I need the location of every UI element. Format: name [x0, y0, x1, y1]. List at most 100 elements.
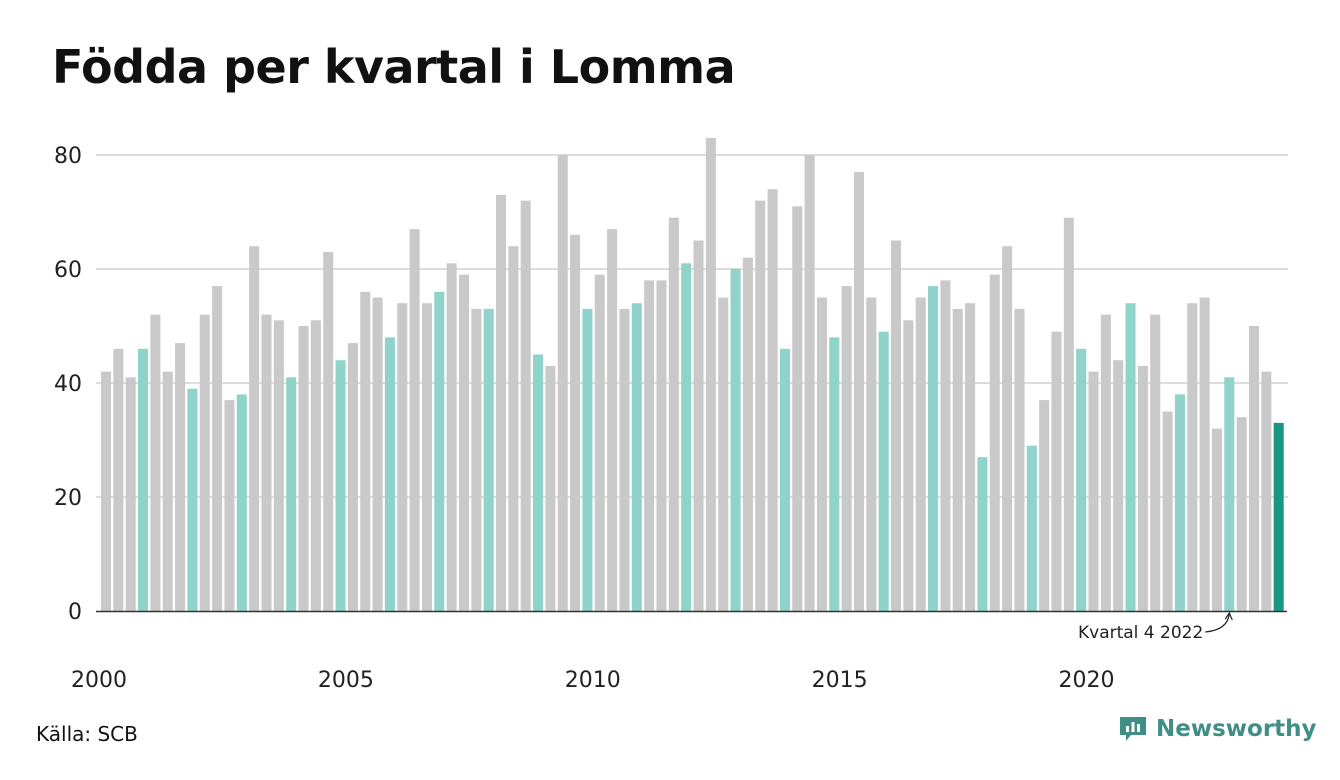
bar: [347, 343, 358, 611]
bar: [853, 172, 865, 611]
bar: [804, 155, 815, 611]
bar: [310, 320, 321, 611]
bar: [1224, 377, 1235, 611]
bar: [1150, 314, 1161, 611]
bar: [138, 348, 149, 611]
bar: [755, 200, 766, 611]
bar: [631, 303, 642, 611]
bar: [273, 320, 284, 611]
bar: [1026, 445, 1037, 611]
brand-name: Newsworthy: [1156, 716, 1317, 742]
bar: [619, 308, 630, 611]
bar: [212, 286, 223, 611]
bar: [471, 308, 482, 611]
bar: [644, 280, 655, 611]
bar: [113, 348, 124, 611]
bar: [1199, 297, 1210, 611]
bar: [940, 280, 951, 611]
bar: [298, 326, 309, 611]
bar: [1100, 314, 1111, 611]
bar: [458, 274, 470, 611]
bar: [681, 263, 692, 611]
bar: [1014, 308, 1025, 611]
bar: [594, 274, 605, 611]
x-tick-label: 2015: [812, 668, 868, 693]
bar: [1002, 246, 1013, 611]
bar: [1039, 400, 1050, 611]
bar: [1187, 303, 1198, 611]
annotation: Kvartal 4 2022: [1078, 611, 1233, 643]
x-tick-label: 2000: [71, 668, 127, 693]
bar: [1063, 217, 1074, 611]
bars: [101, 137, 1284, 612]
bar: [199, 314, 210, 611]
bar: [1137, 365, 1148, 611]
bar: [816, 297, 827, 611]
bar: [508, 246, 519, 611]
bar: [162, 371, 173, 611]
bar: [434, 291, 445, 611]
bar: [570, 234, 581, 612]
newsworthy-logo-icon: [1120, 717, 1146, 741]
source-note: Källa: SCB: [36, 722, 138, 746]
bar: [915, 297, 926, 611]
bar: [952, 308, 963, 611]
bar: [742, 257, 753, 611]
bar: [841, 286, 852, 611]
bar: [582, 308, 593, 611]
bar: [236, 394, 247, 611]
bar: [1174, 394, 1185, 611]
bar: [261, 314, 272, 611]
bar: [372, 297, 383, 611]
bar: [792, 206, 803, 612]
bar: [730, 269, 741, 611]
bar: [496, 194, 507, 611]
y-axis-ticks: 0 20 40 60 80: [54, 144, 82, 625]
bar: [175, 343, 186, 611]
bar: [397, 303, 408, 611]
bar: [421, 303, 432, 611]
bar: [1051, 331, 1062, 611]
bar: [668, 217, 679, 611]
bar: [483, 308, 494, 611]
bar: [1236, 417, 1247, 611]
bar: [656, 280, 667, 611]
x-axis-ticks: 2000 2005 2010 2015 2020: [71, 668, 1115, 693]
bar: [1076, 348, 1087, 611]
bar: [249, 246, 260, 611]
x-tick-label: 2010: [565, 668, 621, 693]
y-tick-label: 0: [68, 600, 82, 625]
y-tick-label: 20: [54, 486, 82, 511]
bar: [1273, 422, 1284, 611]
bar: [446, 263, 457, 611]
annotation-label: Kvartal 4 2022: [1078, 623, 1203, 643]
bar: [360, 291, 371, 611]
bar: [718, 297, 729, 611]
bar: [150, 314, 161, 611]
y-tick-label: 40: [54, 372, 82, 397]
bar: [533, 354, 544, 611]
bar: [891, 240, 902, 611]
chart-title: Födda per kvartal i Lomma: [52, 40, 736, 94]
bar: [977, 457, 988, 611]
bar: [1248, 326, 1260, 611]
bar: [1261, 371, 1272, 611]
bar: [409, 229, 420, 611]
bar: [187, 388, 198, 611]
bar: [693, 240, 704, 611]
bar: [607, 229, 618, 611]
bar: [866, 297, 877, 611]
brand-logo: Newsworthy: [1118, 714, 1317, 744]
bar: [928, 286, 939, 611]
bar: [384, 337, 395, 611]
bar: [903, 320, 914, 611]
bar: [989, 274, 1000, 611]
bar: [1088, 371, 1099, 611]
bar: [1162, 411, 1173, 611]
bar: [965, 303, 976, 611]
x-tick-label: 2020: [1059, 668, 1115, 693]
bar: [335, 360, 346, 611]
bar: [1125, 303, 1136, 611]
bar: [878, 331, 889, 611]
